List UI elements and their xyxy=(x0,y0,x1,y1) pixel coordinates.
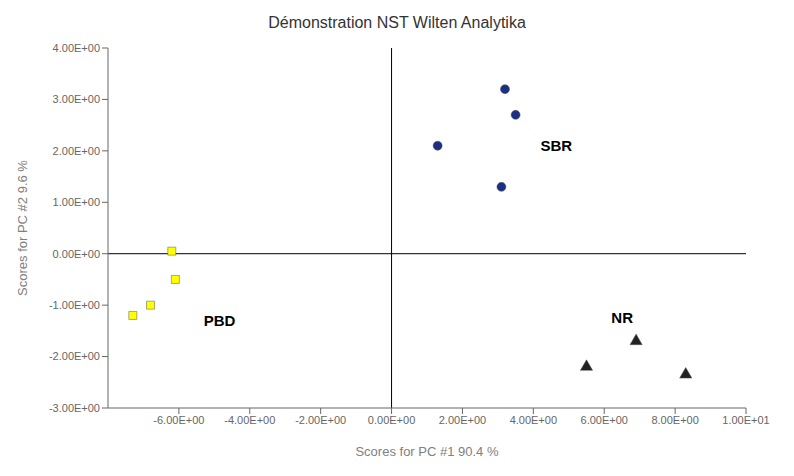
svg-text:-4.00E+00: -4.00E+00 xyxy=(224,414,275,426)
svg-text:Scores for PC #1 90.4 %: Scores for PC #1 90.4 % xyxy=(355,444,499,459)
svg-text:-6.00E+00: -6.00E+00 xyxy=(153,414,204,426)
svg-text:6.00E+00: 6.00E+00 xyxy=(581,414,628,426)
svg-text:PBD: PBD xyxy=(204,312,236,329)
svg-text:0.00E+00: 0.00E+00 xyxy=(53,248,100,260)
svg-text:3.00E+00: 3.00E+00 xyxy=(53,93,100,105)
svg-text:4.00E+00: 4.00E+00 xyxy=(510,414,557,426)
svg-text:-1.00E+00: -1.00E+00 xyxy=(49,299,100,311)
svg-text:8.00E+00: 8.00E+00 xyxy=(651,414,698,426)
svg-text:0.00E+00: 0.00E+00 xyxy=(368,414,415,426)
svg-text:1.00E+00: 1.00E+00 xyxy=(53,196,100,208)
svg-text:2.00E+00: 2.00E+00 xyxy=(439,414,486,426)
svg-text:-2.00E+00: -2.00E+00 xyxy=(295,414,346,426)
svg-text:SBR: SBR xyxy=(540,137,572,154)
svg-text:-2.00E+00: -2.00E+00 xyxy=(49,350,100,362)
svg-text:Scores for PC #2 9.6 %: Scores for PC #2 9.6 % xyxy=(15,160,30,296)
svg-text:-3.00E+00: -3.00E+00 xyxy=(49,402,100,414)
html-text:Démonstration NST Wilten Analy: Démonstration NST Wilten Analytika xyxy=(268,14,526,31)
svg-text:1.00E+01: 1.00E+01 xyxy=(722,414,769,426)
svg-text:4.00E+00: 4.00E+00 xyxy=(53,42,100,54)
svg-text:2.00E+00: 2.00E+00 xyxy=(53,145,100,157)
svg-text:NR: NR xyxy=(611,309,633,326)
